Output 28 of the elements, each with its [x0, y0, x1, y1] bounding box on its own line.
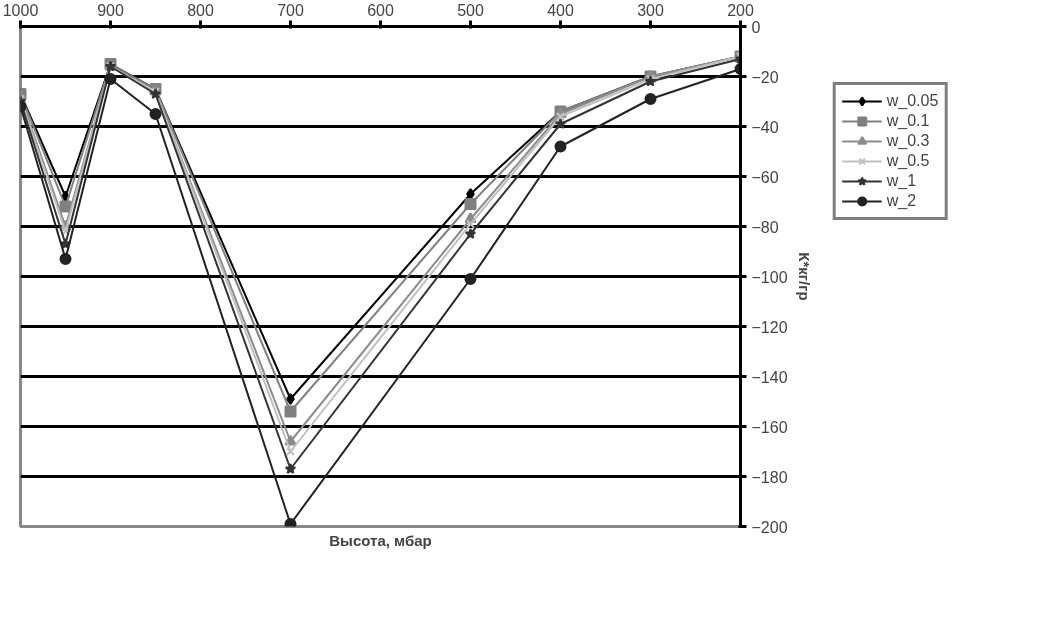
y-tick-label: −200 — [751, 518, 788, 536]
y-tick-label: −20 — [751, 68, 779, 86]
x-tick-label: 500 — [457, 1, 484, 19]
legend-label: w_0.1 — [886, 111, 930, 130]
x-tick-label: 600 — [367, 1, 394, 19]
y-axis-title: К*кг/гр — [795, 252, 813, 301]
y-tick-label: −100 — [751, 268, 788, 286]
legend-label: w_0.3 — [886, 131, 930, 150]
legend-label: w_0.05 — [886, 91, 939, 110]
y-tick-label: 0 — [751, 18, 761, 36]
y-tick-label: −60 — [751, 168, 779, 186]
x-tick-label: 900 — [97, 1, 124, 19]
legend-label: w_0.5 — [886, 151, 930, 170]
y-tick-label: −160 — [751, 418, 788, 436]
y-tick-label: −80 — [751, 218, 779, 236]
y-tick-label: −40 — [751, 118, 779, 136]
y-tick-label: −140 — [751, 368, 788, 386]
x-tick-label: 700 — [277, 1, 304, 19]
x-tick-label: 1000 — [2, 1, 39, 19]
y-tick-label: −120 — [751, 318, 788, 336]
x-tick-label: 200 — [727, 1, 754, 19]
x-tick-label: 300 — [637, 1, 664, 19]
legend-label: w_2 — [886, 191, 917, 210]
legend-label: w_1 — [886, 171, 917, 190]
x-tick-label: 800 — [187, 1, 214, 19]
x-tick-label: 400 — [547, 1, 574, 19]
x-axis-title: Высота, мбар — [329, 531, 432, 549]
y-tick-label: −180 — [751, 468, 788, 486]
